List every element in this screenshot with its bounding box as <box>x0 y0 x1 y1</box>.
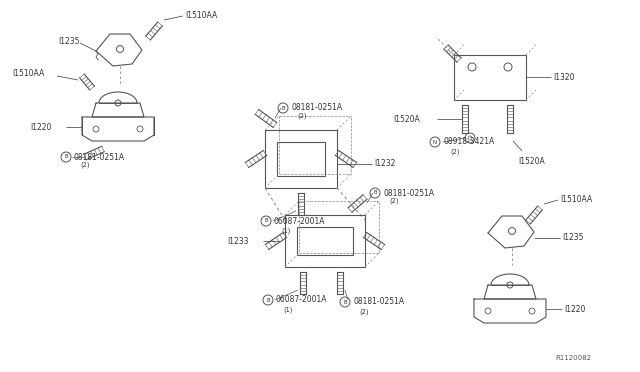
Text: I1320: I1320 <box>553 73 575 81</box>
Text: I1510AA: I1510AA <box>185 12 217 20</box>
Text: 08181-0251A: 08181-0251A <box>353 298 404 307</box>
Text: I1510AA: I1510AA <box>560 196 592 205</box>
Text: 06087-2001A: 06087-2001A <box>276 295 328 305</box>
Text: I1233: I1233 <box>227 237 248 246</box>
Text: B: B <box>264 218 268 224</box>
Text: I1220: I1220 <box>564 305 586 314</box>
Text: 08181-0251A: 08181-0251A <box>74 153 125 161</box>
Text: I1220: I1220 <box>30 122 51 131</box>
Text: I1232: I1232 <box>374 160 396 169</box>
Text: (2): (2) <box>450 149 460 155</box>
Text: I1520A: I1520A <box>518 157 545 166</box>
Bar <box>297 227 353 255</box>
Text: B: B <box>343 299 347 305</box>
Text: R1120082: R1120082 <box>555 355 591 361</box>
Text: 06087-2001A: 06087-2001A <box>274 217 326 225</box>
Text: (2): (2) <box>297 113 307 119</box>
Text: B: B <box>266 298 270 302</box>
Text: I1520A: I1520A <box>393 115 420 124</box>
Text: (2): (2) <box>359 309 369 315</box>
Text: I1235: I1235 <box>58 38 79 46</box>
Text: (2): (2) <box>389 198 399 204</box>
Text: (2): (2) <box>80 162 90 168</box>
Text: B: B <box>64 154 68 160</box>
Text: N: N <box>433 140 437 144</box>
Text: B: B <box>281 106 285 110</box>
Text: (1): (1) <box>281 228 291 234</box>
Text: 08181-0251A: 08181-0251A <box>291 103 342 112</box>
Text: 08181-0251A: 08181-0251A <box>383 189 434 198</box>
Text: I1235: I1235 <box>562 234 584 243</box>
Text: 08918-3421A: 08918-3421A <box>443 138 494 147</box>
Text: I1510AA: I1510AA <box>12 70 44 78</box>
Text: (1): (1) <box>283 307 292 313</box>
Text: B: B <box>373 190 377 196</box>
Bar <box>277 142 325 176</box>
